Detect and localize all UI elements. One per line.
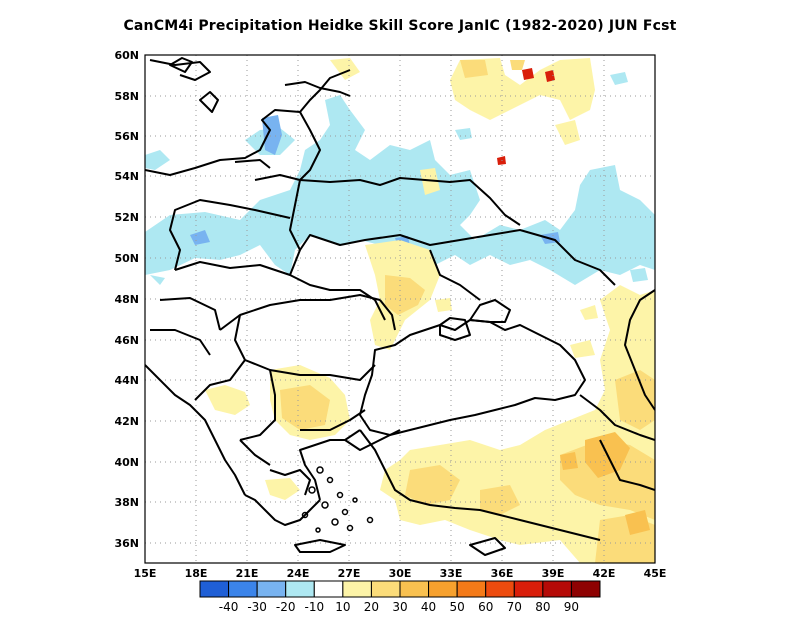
y-tick-label: 60N [114,49,139,62]
moderate-skill-regions [280,60,655,563]
colorbar-swatch [399,580,430,598]
colorbar-label: 50 [449,600,464,614]
colorbar-label: -10 [304,600,324,614]
aegean-islands [301,466,374,533]
x-tick-label: 15E [134,567,157,580]
y-tick-label: 52N [114,211,139,224]
y-tick-label: 58N [114,90,139,103]
y-tick-label: 46N [114,334,139,347]
x-tick-label: 27E [338,567,361,580]
x-tick-label: 36E [491,567,514,580]
y-tick-label: 54N [114,170,139,183]
x-tick-label: 42E [593,567,616,580]
colorbar-label: -30 [247,600,267,614]
colorbar-swatch [513,580,544,598]
x-tick-label: 18E [185,567,208,580]
colorbar-swatch [485,580,515,598]
x-tick-label: 45E [644,567,667,580]
colorbar-swatch [313,580,344,598]
y-tick-label: 50N [114,252,139,265]
plot-frame [144,54,656,564]
colorbar-swatch [542,580,572,598]
colorbar-label: 30 [392,600,407,614]
colorbar-label: 70 [507,600,522,614]
y-tick-label: 36N [114,537,139,550]
colorbar-swatch [428,580,458,598]
colorbar-label: 80 [535,600,550,614]
colorbar-label: 90 [564,600,579,614]
x-tick-label: 24E [287,567,310,580]
colorbar-swatch [228,580,258,598]
very-high-skill-regions [497,68,555,165]
colorbar-label: 10 [335,600,350,614]
colorbar-label: 40 [421,600,436,614]
x-tick-label: 39E [542,567,565,580]
colorbar-swatch [285,580,315,598]
colorbar-swatch [370,580,401,598]
colorbar-label: 20 [364,600,379,614]
coastlines-and-borders [145,57,655,556]
colorbar-labels: -40 -30 -20 -10 10 20 30 40 50 60 70 80 … [219,600,579,614]
colorbar-swatch [256,580,287,598]
y-tick-label: 48N [114,293,139,306]
colorbar-swatch [456,580,487,598]
y-tick-label: 38N [114,496,139,509]
colorbar-label: -20 [276,600,296,614]
colorbar-swatch [342,580,372,598]
y-tick-label: 42N [114,415,139,428]
colorbar-swatch [199,580,230,598]
x-tick-label: 21E [236,567,259,580]
y-tick-label: 56N [114,130,139,143]
x-tick-label: 33E [440,567,463,580]
colorbar-label: 60 [478,600,493,614]
y-tick-label: 40N [114,456,139,469]
x-tick-labels: 15E 18E 21E 24E 27E 30E 33E 36E 39E 42E … [134,567,667,580]
colorbar [199,580,601,598]
y-tick-label: 44N [114,374,139,387]
colorbar-swatch [570,580,601,598]
map-title: CanCM4i Precipitation Heidke Skill Score… [123,18,677,34]
colorbar-label: -40 [219,600,239,614]
y-tick-labels: 36N 38N 40N 42N 44N 46N 48N 50N 52N 54N … [114,49,139,550]
x-tick-label: 30E [389,567,412,580]
